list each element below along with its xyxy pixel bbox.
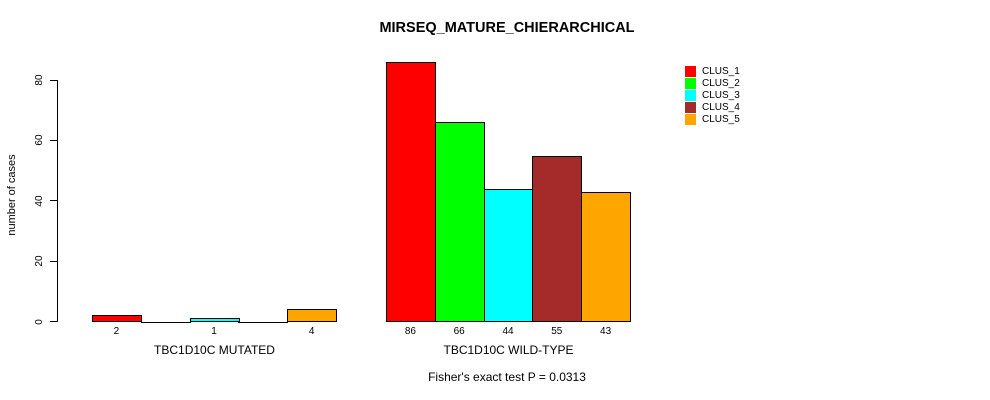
bar-value-label: 55 [551,326,563,337]
group-label-wildtype: TBC1D10C WILD-TYPE [443,343,574,357]
y-tick [50,321,57,322]
fisher-test-footnote: Fisher's exact test P = 0.0313 [428,370,586,384]
y-axis-label: number of cases [6,154,18,236]
bar-mutated-clus_1 [92,315,142,323]
bar-value-label: 86 [404,326,416,337]
legend-swatch-icon [685,66,696,77]
bar-wildtype-clus_2 [435,122,485,323]
y-tick-label: 20 [34,255,45,267]
bar-wildtype-clus_5 [581,191,631,323]
bar-mutated-clus_4-zero [238,321,288,323]
bar-value-label: 44 [502,326,514,337]
y-tick-label: 60 [34,134,45,146]
y-tick-label: 0 [34,318,45,325]
legend-swatch-icon [685,78,696,89]
y-tick [50,79,57,81]
y-tick [50,139,57,141]
bar-wildtype-clus_4 [532,155,582,323]
bar-wildtype-clus_1 [386,61,436,323]
bar-value-label: 2 [113,326,120,337]
legend-label: CLUS_1 [702,66,740,77]
legend-label: CLUS_3 [702,90,740,101]
bar-value-label: 4 [308,326,315,337]
legend-label: CLUS_2 [702,78,740,89]
chart-title: MIRSEQ_MATURE_CHIERARCHICAL [379,20,635,36]
y-tick-label: 80 [34,74,45,86]
y-axis-line [57,80,58,322]
legend-label: CLUS_4 [702,102,740,113]
legend-swatch-icon [685,102,696,113]
bar-value-label: 66 [453,326,465,337]
legend-swatch-icon [685,114,696,125]
bar-wildtype-clus_3 [484,188,534,323]
bar-mutated-clus_3 [190,318,240,323]
bar-mutated-clus_5 [287,309,337,323]
bar-value-label: 43 [600,326,612,337]
bar-value-label: 1 [211,326,217,337]
legend-swatch-icon [685,90,696,101]
bar-mutated-clus_2-zero [141,321,191,323]
y-tick [50,200,57,202]
y-tick [50,260,57,262]
group-label-mutated: TBC1D10C MUTATED [154,343,275,357]
legend-label: CLUS_5 [702,114,740,125]
y-tick-label: 40 [34,195,45,207]
